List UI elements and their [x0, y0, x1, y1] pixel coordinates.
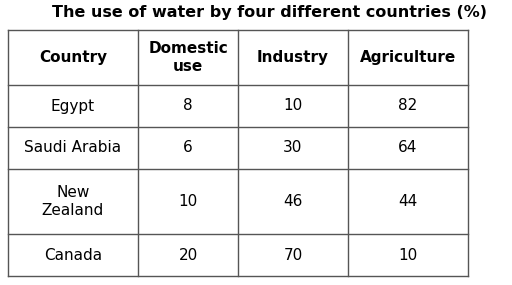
- Text: Industry: Industry: [257, 50, 329, 65]
- Text: Agriculture: Agriculture: [360, 50, 456, 65]
- Text: 46: 46: [283, 194, 303, 209]
- Text: Country: Country: [39, 50, 107, 65]
- Text: 6: 6: [183, 141, 193, 156]
- Text: 70: 70: [283, 247, 303, 262]
- Text: New
Zealand: New Zealand: [42, 185, 104, 218]
- Text: 8: 8: [183, 99, 193, 113]
- Text: 10: 10: [398, 247, 418, 262]
- Text: Saudi Arabia: Saudi Arabia: [25, 141, 121, 156]
- Text: 44: 44: [398, 194, 418, 209]
- Text: 30: 30: [283, 141, 303, 156]
- Text: 10: 10: [178, 194, 198, 209]
- Text: 10: 10: [283, 99, 303, 113]
- Text: Egypt: Egypt: [51, 99, 95, 113]
- Text: 82: 82: [398, 99, 418, 113]
- Text: 20: 20: [178, 247, 198, 262]
- Text: 64: 64: [398, 141, 418, 156]
- Text: The use of water by four different countries (%): The use of water by four different count…: [53, 5, 487, 21]
- Text: Canada: Canada: [44, 247, 102, 262]
- Text: Domestic
use: Domestic use: [148, 41, 228, 74]
